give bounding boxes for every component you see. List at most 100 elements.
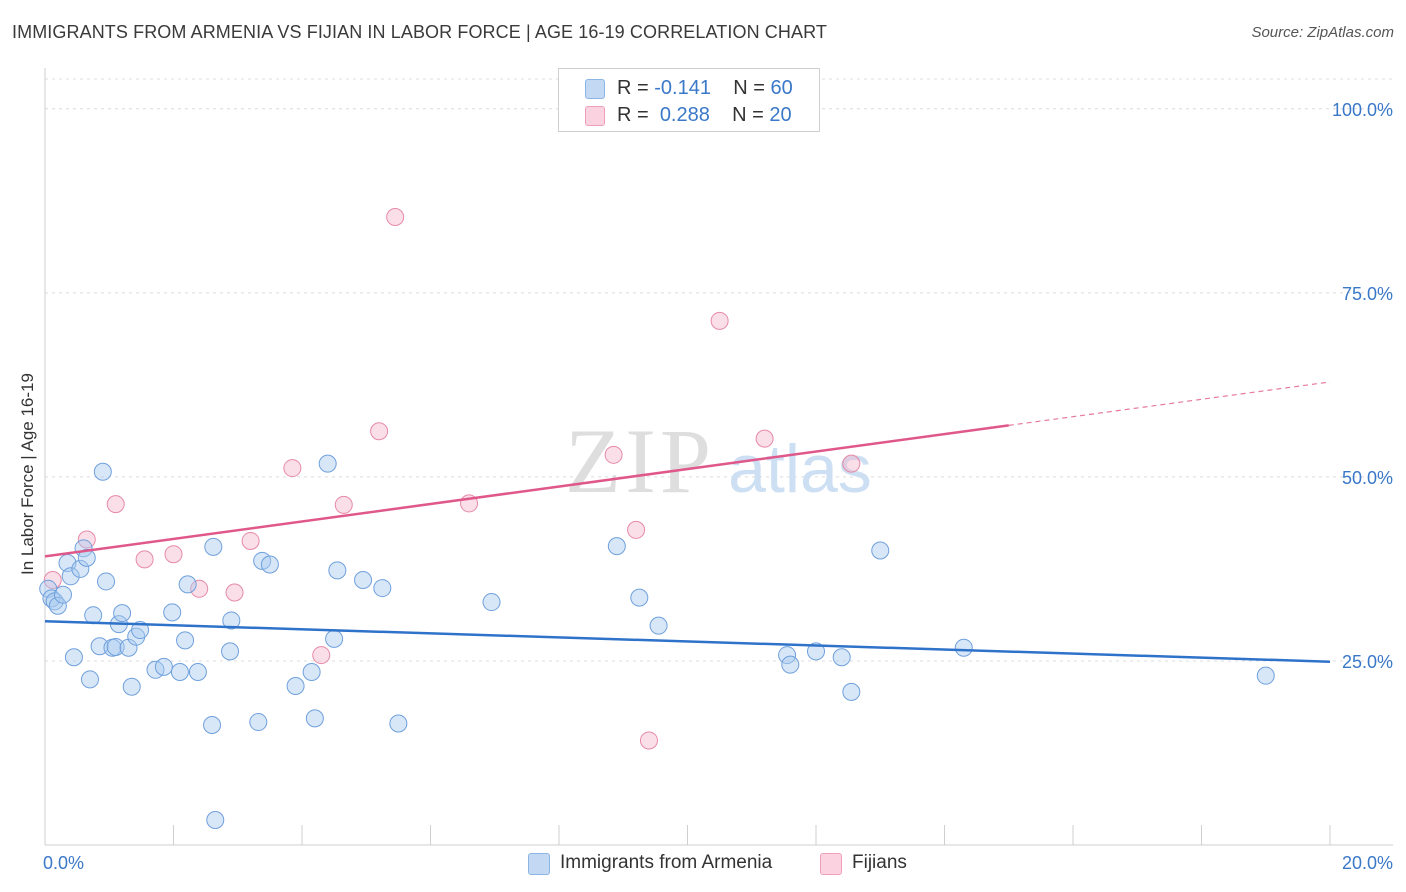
data-point-armenia [389,714,408,733]
data-point-fijians [710,311,729,330]
legend-swatch-fijians [820,853,842,875]
data-point-armenia [48,596,67,615]
data-point-armenia [131,621,150,640]
data-point-armenia [188,662,207,681]
y-tick-label: 25.0% [1342,652,1393,672]
data-point-fijians [639,731,658,750]
legend-n-label: N = [732,104,764,126]
data-point-armenia [286,676,305,695]
data-point-fijians [755,429,774,448]
legend-swatch-armenia [528,853,550,875]
data-point-armenia [221,642,240,661]
x-tick-label: 0.0% [43,853,84,873]
data-point-armenia [630,588,649,607]
data-point-fijians [164,545,183,564]
data-point-armenia [176,631,195,650]
data-point-armenia [97,572,116,591]
data-point-armenia [113,604,132,623]
data-point-armenia [154,657,173,676]
data-point-armenia [373,579,392,598]
data-point-armenia [954,638,973,657]
axes [44,68,1393,846]
data-point-armenia [178,575,197,594]
data-point-armenia [781,655,800,674]
data-point-armenia [90,637,109,656]
data-point-armenia [649,616,668,635]
data-point-armenia [260,555,279,574]
data-point-fijians [43,570,62,589]
data-point-fijians [842,454,861,473]
series-armenia [39,454,1275,829]
legend-r-label: R = [617,77,649,99]
data-point-armenia [170,662,189,681]
data-point-armenia [122,677,141,696]
source-label: Source: ZipAtlas.com [1251,24,1394,41]
trend-line-armenia [44,619,1331,663]
data-point-armenia [607,537,626,556]
data-point-armenia [42,589,61,608]
legend-label-fijians: Fijians [852,852,907,873]
correlation-legend: R = -0.141 N = 60 R = 0.288 N = 20 [558,68,820,132]
data-point-armenia [222,611,241,630]
data-point-armenia [206,810,225,829]
data-point-fijians [312,646,331,665]
chart-title: IMMIGRANTS FROM ARMENIA VS FIJIAN IN LAB… [12,22,827,42]
y-tick-label: 75.0% [1342,284,1393,304]
data-point-fijians [135,550,154,569]
data-point-fijians [334,495,353,514]
data-point-armenia [302,662,321,681]
data-point-fijians [283,459,302,478]
legend-r-label: R = [617,104,649,126]
data-point-armenia [832,648,851,667]
y-axis-label: In Labor Force | Age 16-19 [18,373,37,575]
legend-n-value: 60 [770,77,793,99]
legend-swatch-armenia [585,79,605,99]
data-point-armenia [84,606,103,625]
data-point-armenia [64,648,83,667]
data-point-armenia [871,541,890,560]
legend-swatch-fijians [585,106,605,126]
data-point-armenia [305,709,324,728]
data-point-armenia [249,713,268,732]
data-point-armenia [203,716,222,735]
x-tick-label: 20.0% [1342,853,1393,873]
data-point-armenia [842,682,861,701]
data-point-armenia [53,585,72,604]
data-point-fijians [241,531,260,550]
series-fijians [43,208,861,750]
watermark: ZIP atlas [565,410,872,512]
trend-line-fijians [44,424,1009,558]
data-point-armenia [93,462,112,481]
data-point-armenia [328,561,347,580]
data-point-fijians [225,583,244,602]
data-point-armenia [61,567,80,586]
data-point-fijians [386,208,405,227]
watermark-atlas: atlas [728,431,872,507]
grid-lines [45,78,1393,662]
trend-lines [44,381,1331,663]
data-point-armenia [106,637,125,656]
trend-line-fijians-extension [1008,381,1331,426]
data-point-armenia [318,454,337,473]
data-point-fijians [370,422,389,441]
data-point-armenia [807,642,825,661]
legend-n-value: 20 [769,104,792,126]
data-point-armenia [1256,666,1275,685]
data-point-fijians [106,495,125,514]
data-point-fijians [190,579,209,598]
y-tick-label: 50.0% [1342,468,1393,488]
y-tick-label: 100.0% [1332,100,1393,120]
data-point-fijians [604,445,623,464]
data-point-armenia [778,646,797,665]
legend-r-value: -0.141 [654,77,711,99]
data-point-armenia [204,537,223,556]
tick-labels: 25.0% 50.0% 75.0% 100.0% 0.0% 20.0% [43,100,1393,873]
data-point-armenia [354,570,373,589]
data-point-armenia [80,670,99,689]
data-point-fijians [627,520,646,539]
watermark-zip: ZIP [565,410,715,512]
legend-label-armenia: Immigrants from Armenia [560,852,773,873]
data-point-armenia [482,593,501,612]
data-point-armenia [163,603,182,622]
